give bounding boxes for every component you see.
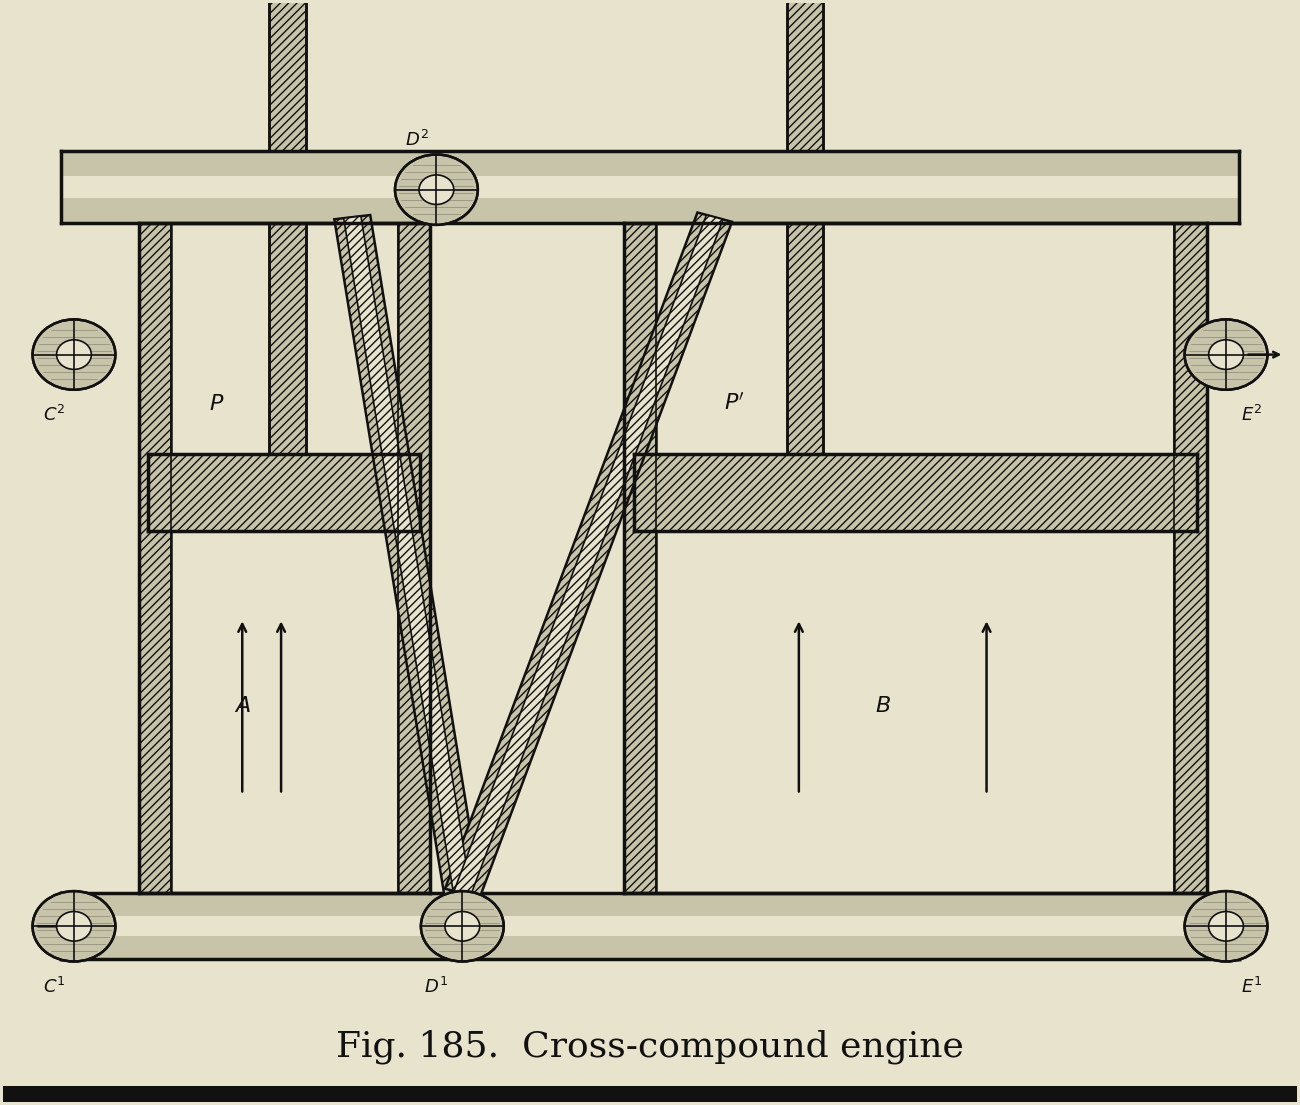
Circle shape xyxy=(445,912,480,941)
Text: $E^2$: $E^2$ xyxy=(1242,406,1262,425)
Text: $D^1$: $D^1$ xyxy=(424,977,448,997)
Bar xyxy=(61,936,1239,959)
Circle shape xyxy=(57,912,91,941)
Polygon shape xyxy=(343,217,471,894)
Bar xyxy=(61,151,1239,223)
Circle shape xyxy=(57,340,91,369)
Bar xyxy=(148,453,420,530)
Circle shape xyxy=(395,155,478,224)
Text: $P$: $P$ xyxy=(209,393,224,415)
Polygon shape xyxy=(445,212,732,898)
Polygon shape xyxy=(334,215,480,895)
Bar xyxy=(3,1086,1297,1105)
Bar xyxy=(269,0,305,151)
Circle shape xyxy=(1184,891,1268,961)
Text: Fig. 185.  Cross-compound engine: Fig. 185. Cross-compound engine xyxy=(337,1030,963,1064)
Circle shape xyxy=(1209,340,1243,369)
Circle shape xyxy=(32,319,116,390)
Text: $D^2$: $D^2$ xyxy=(406,130,429,150)
Circle shape xyxy=(419,175,454,204)
Text: $C^1$: $C^1$ xyxy=(43,977,66,997)
Circle shape xyxy=(1209,912,1243,941)
Bar xyxy=(788,223,823,453)
Circle shape xyxy=(421,891,503,961)
Bar xyxy=(398,223,430,893)
Polygon shape xyxy=(454,215,723,895)
Bar xyxy=(269,223,305,453)
Text: $P'$: $P'$ xyxy=(724,393,745,415)
Bar xyxy=(656,223,1174,893)
Bar xyxy=(788,0,823,151)
Bar xyxy=(61,893,1239,916)
Bar xyxy=(61,198,1239,223)
Bar xyxy=(624,223,656,893)
Circle shape xyxy=(1184,319,1268,390)
Circle shape xyxy=(32,891,116,961)
Bar xyxy=(172,223,398,893)
Bar xyxy=(1174,223,1206,893)
Bar xyxy=(139,223,172,893)
Text: $E^1$: $E^1$ xyxy=(1242,977,1262,997)
Bar xyxy=(634,453,1197,530)
Text: $B$: $B$ xyxy=(875,695,891,717)
Bar xyxy=(61,893,1239,959)
Text: $C^2$: $C^2$ xyxy=(43,406,66,425)
Text: $A$: $A$ xyxy=(234,695,251,717)
Bar xyxy=(61,151,1239,176)
